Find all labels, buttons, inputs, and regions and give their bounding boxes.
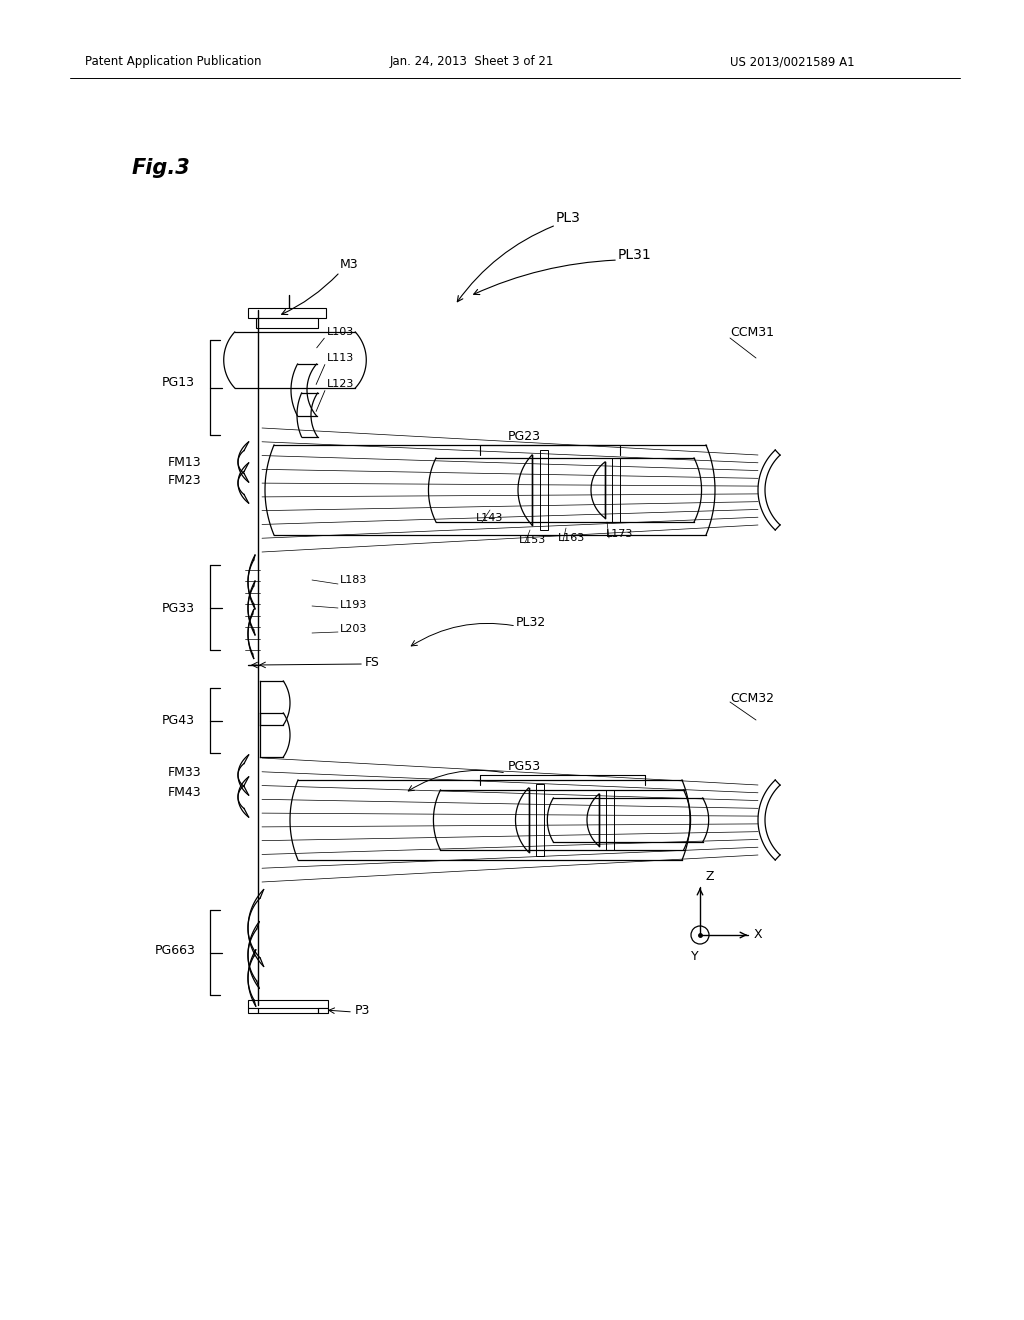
Text: L143: L143 bbox=[476, 513, 504, 523]
Text: Fig.3: Fig.3 bbox=[132, 158, 190, 178]
Text: US 2013/0021589 A1: US 2013/0021589 A1 bbox=[730, 55, 855, 69]
Bar bbox=[248, 1008, 258, 1012]
Text: L203: L203 bbox=[340, 624, 368, 634]
Text: PG13: PG13 bbox=[162, 375, 195, 388]
Text: PG663: PG663 bbox=[155, 944, 196, 957]
Text: M3: M3 bbox=[340, 259, 358, 272]
Text: L173: L173 bbox=[606, 529, 634, 539]
Text: L113: L113 bbox=[327, 352, 354, 363]
Text: L193: L193 bbox=[340, 601, 368, 610]
Text: L183: L183 bbox=[340, 576, 368, 585]
Bar bbox=[612, 458, 620, 521]
Bar bbox=[248, 1001, 328, 1008]
Text: Patent Application Publication: Patent Application Publication bbox=[85, 55, 261, 69]
Text: PL31: PL31 bbox=[618, 248, 651, 261]
Text: L153: L153 bbox=[519, 535, 546, 545]
Text: PG53: PG53 bbox=[508, 760, 541, 774]
Bar bbox=[536, 784, 544, 855]
Text: FM13: FM13 bbox=[168, 455, 202, 469]
Text: Jan. 24, 2013  Sheet 3 of 21: Jan. 24, 2013 Sheet 3 of 21 bbox=[390, 55, 554, 69]
Text: FS: FS bbox=[365, 656, 380, 668]
Text: L103: L103 bbox=[327, 327, 354, 337]
Text: Z: Z bbox=[705, 870, 714, 883]
Bar bbox=[248, 308, 326, 318]
Text: Y: Y bbox=[691, 950, 698, 964]
Text: PL3: PL3 bbox=[556, 211, 581, 224]
Bar bbox=[256, 318, 318, 327]
Bar bbox=[318, 1008, 328, 1012]
Text: P3: P3 bbox=[355, 1003, 371, 1016]
Bar bbox=[606, 789, 614, 850]
Text: L163: L163 bbox=[558, 533, 586, 543]
Text: X: X bbox=[754, 928, 763, 941]
Text: CCM31: CCM31 bbox=[730, 326, 774, 338]
Text: FM43: FM43 bbox=[168, 785, 202, 799]
Bar bbox=[540, 450, 548, 531]
Text: CCM32: CCM32 bbox=[730, 692, 774, 705]
Text: PG33: PG33 bbox=[162, 602, 195, 615]
Text: PG23: PG23 bbox=[508, 430, 541, 444]
Text: L123: L123 bbox=[327, 379, 354, 389]
Text: PL32: PL32 bbox=[516, 615, 546, 628]
Text: FM33: FM33 bbox=[168, 767, 202, 780]
Text: PG43: PG43 bbox=[162, 714, 195, 726]
Text: FM23: FM23 bbox=[168, 474, 202, 487]
